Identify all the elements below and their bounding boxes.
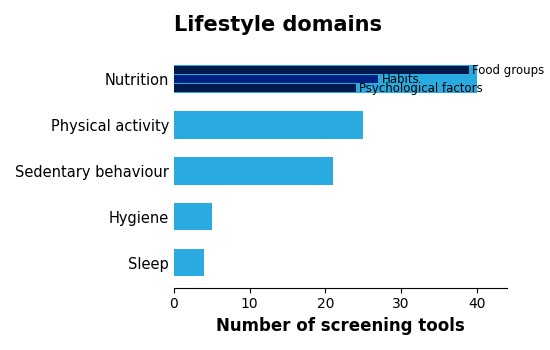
Bar xyxy=(174,249,204,276)
Bar xyxy=(174,157,333,185)
Bar xyxy=(174,84,356,92)
Text: Habits: Habits xyxy=(382,73,419,86)
Bar xyxy=(174,65,477,93)
X-axis label: Number of screening tools: Number of screening tools xyxy=(216,317,465,335)
Text: Psychological factors: Psychological factors xyxy=(359,82,482,95)
Bar xyxy=(174,203,212,230)
Bar xyxy=(174,111,363,139)
Bar xyxy=(174,75,378,83)
Text: Food groups: Food groups xyxy=(472,64,544,77)
Text: Lifestyle domains: Lifestyle domains xyxy=(174,15,382,35)
Bar xyxy=(174,66,469,74)
